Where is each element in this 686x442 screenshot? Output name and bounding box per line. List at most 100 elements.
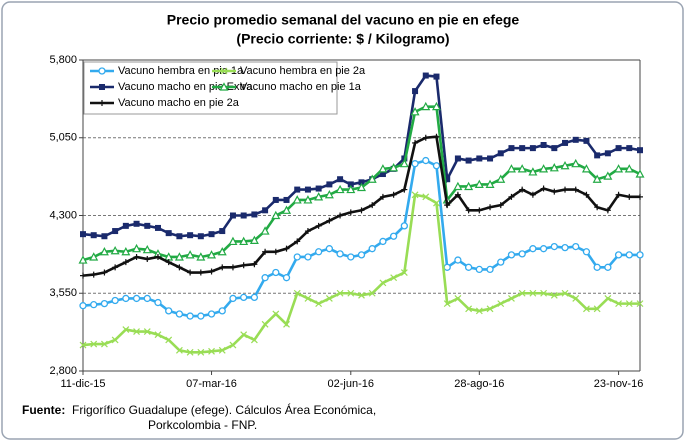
point: [142, 244, 152, 254]
point: [540, 185, 547, 192]
point: [572, 295, 580, 302]
point: [518, 289, 526, 297]
point: [508, 193, 515, 200]
x-tick-label: 28-ago-16: [454, 378, 504, 390]
point: [519, 145, 526, 152]
point: [240, 262, 247, 269]
point: [121, 247, 131, 256]
point: [583, 191, 590, 198]
point: [358, 179, 365, 186]
point: [315, 222, 322, 229]
point: [475, 307, 483, 315]
point: [358, 291, 365, 299]
point: [315, 300, 323, 308]
point: [314, 192, 324, 201]
point: [326, 181, 333, 188]
source-text: Frigorífico Guadalupe (efege). Cálculos …: [72, 402, 376, 417]
point: [90, 271, 97, 278]
point: [592, 174, 602, 183]
point: [626, 145, 633, 152]
point: [165, 307, 173, 315]
point: [133, 220, 140, 227]
point: [433, 133, 440, 140]
point: [100, 340, 108, 348]
point: [583, 137, 590, 144]
point: [98, 67, 106, 75]
point: [154, 224, 161, 231]
point: [282, 274, 291, 282]
point: [474, 179, 484, 188]
point: [412, 139, 419, 146]
point: [186, 312, 194, 320]
point: [271, 210, 281, 220]
point: [219, 264, 226, 271]
point: [80, 231, 86, 238]
point: [594, 152, 601, 159]
point: [250, 293, 259, 302]
point: [465, 207, 472, 214]
point: [400, 222, 408, 230]
point: [615, 145, 622, 152]
point: [197, 269, 204, 276]
point: [604, 295, 612, 302]
point: [272, 310, 280, 318]
point: [603, 171, 613, 180]
point: [465, 157, 472, 164]
point: [551, 145, 558, 152]
point: [496, 174, 506, 183]
point: [240, 212, 247, 219]
source-label: Fuente:: [22, 403, 65, 417]
point: [486, 265, 494, 274]
point: [347, 209, 354, 216]
point: [294, 238, 301, 245]
point: [207, 310, 216, 318]
y-tick-label: 5,800: [49, 54, 77, 66]
point: [122, 222, 129, 229]
point: [421, 101, 431, 111]
legend-label: Vacuno macho en pie 2a: [118, 97, 240, 109]
point: [560, 160, 570, 170]
point: [132, 243, 142, 253]
point: [475, 265, 483, 274]
point: [99, 100, 105, 106]
point: [111, 336, 119, 344]
point: [604, 263, 612, 271]
point: [207, 250, 217, 259]
point: [529, 245, 537, 253]
point: [369, 202, 376, 209]
point: [389, 163, 399, 172]
point: [336, 250, 344, 258]
point: [304, 253, 312, 261]
point: [507, 251, 516, 259]
point: [454, 191, 461, 198]
point: [637, 147, 643, 154]
point: [262, 207, 269, 214]
point: [540, 289, 548, 297]
point: [506, 164, 516, 173]
point: [399, 158, 409, 168]
point: [571, 158, 581, 168]
point: [379, 279, 387, 287]
point: [110, 245, 120, 255]
point: [143, 328, 151, 336]
point: [485, 179, 495, 188]
point: [315, 248, 323, 256]
point: [79, 302, 87, 310]
point: [326, 217, 333, 224]
point: [101, 233, 108, 240]
legend-label: Vacuno hembra en pie 2a: [240, 65, 366, 77]
point: [604, 207, 611, 214]
point: [464, 263, 473, 271]
point: [197, 348, 205, 356]
point: [379, 171, 386, 178]
point: [217, 247, 227, 256]
point: [132, 294, 141, 303]
point: [111, 296, 119, 305]
point: [368, 245, 376, 253]
point: [431, 101, 441, 111]
point: [518, 250, 526, 258]
point: [122, 294, 130, 303]
point: [497, 258, 505, 266]
